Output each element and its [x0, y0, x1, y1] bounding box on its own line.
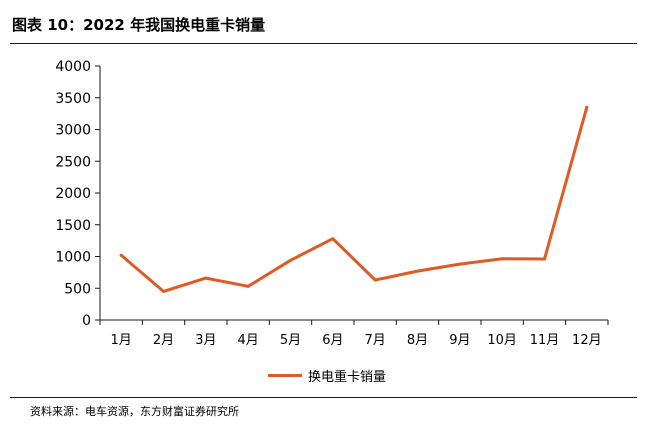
data-point — [162, 289, 165, 293]
legend-swatch — [268, 374, 302, 377]
y-axis-ticks: 0 500 1000 1500 2000 2500 3000 3500 4000 — [55, 59, 100, 329]
y-tick-label: 0 — [82, 313, 91, 329]
y-tick-label: 2000 — [55, 186, 91, 202]
series-layer — [119, 105, 589, 293]
data-point — [119, 253, 123, 257]
x-tick-label: 10月 — [487, 333, 517, 348]
x-tick-label: 1月 — [111, 333, 132, 348]
x-axis-ticks: 1月 2月 3月 4月 5月 6月 7月 8月 9月 10月 11月 12月 — [99, 320, 609, 348]
x-tick-label: 5月 — [280, 333, 301, 348]
x-tick-label: 3月 — [195, 333, 216, 348]
y-tick-label: 1000 — [55, 250, 91, 266]
y-tick-label: 500 — [64, 281, 91, 297]
figure-title: 图表 10：2022 年我国换电重卡销量 — [12, 16, 266, 34]
x-tick-label: 8月 — [407, 333, 428, 348]
data-point — [585, 105, 589, 109]
data-point — [204, 276, 208, 280]
data-point — [373, 278, 377, 282]
x-tick-label: 6月 — [322, 333, 343, 348]
legend: 换电重卡销量 — [268, 366, 386, 385]
y-tick-label: 3000 — [55, 123, 91, 139]
series-line — [119, 105, 589, 293]
source-rule — [10, 397, 637, 398]
data-point — [416, 269, 419, 273]
x-tick-label: 9月 — [449, 333, 470, 348]
y-tick-label: 2500 — [55, 154, 91, 170]
legend-label: 换电重卡销量 — [308, 370, 387, 385]
source-note: 资料来源：电车资源，东方财富证券研究所 — [30, 405, 239, 418]
data-point — [500, 257, 504, 261]
chart-axes — [99, 66, 608, 321]
y-tick-label: 1500 — [55, 218, 91, 234]
x-tick-label: 11月 — [530, 333, 560, 348]
data-point — [246, 284, 250, 288]
data-point — [458, 262, 462, 266]
x-tick-label: 4月 — [238, 333, 259, 348]
data-point — [543, 257, 546, 261]
data-point — [289, 258, 292, 262]
x-tick-label: 2月 — [153, 333, 174, 348]
x-tick-label: 12月 — [572, 333, 602, 348]
y-tick-label: 3500 — [55, 91, 91, 107]
data-point — [331, 237, 335, 241]
y-tick-label: 4000 — [55, 59, 91, 75]
title-rule — [10, 43, 637, 44]
x-tick-label: 7月 — [365, 333, 386, 348]
